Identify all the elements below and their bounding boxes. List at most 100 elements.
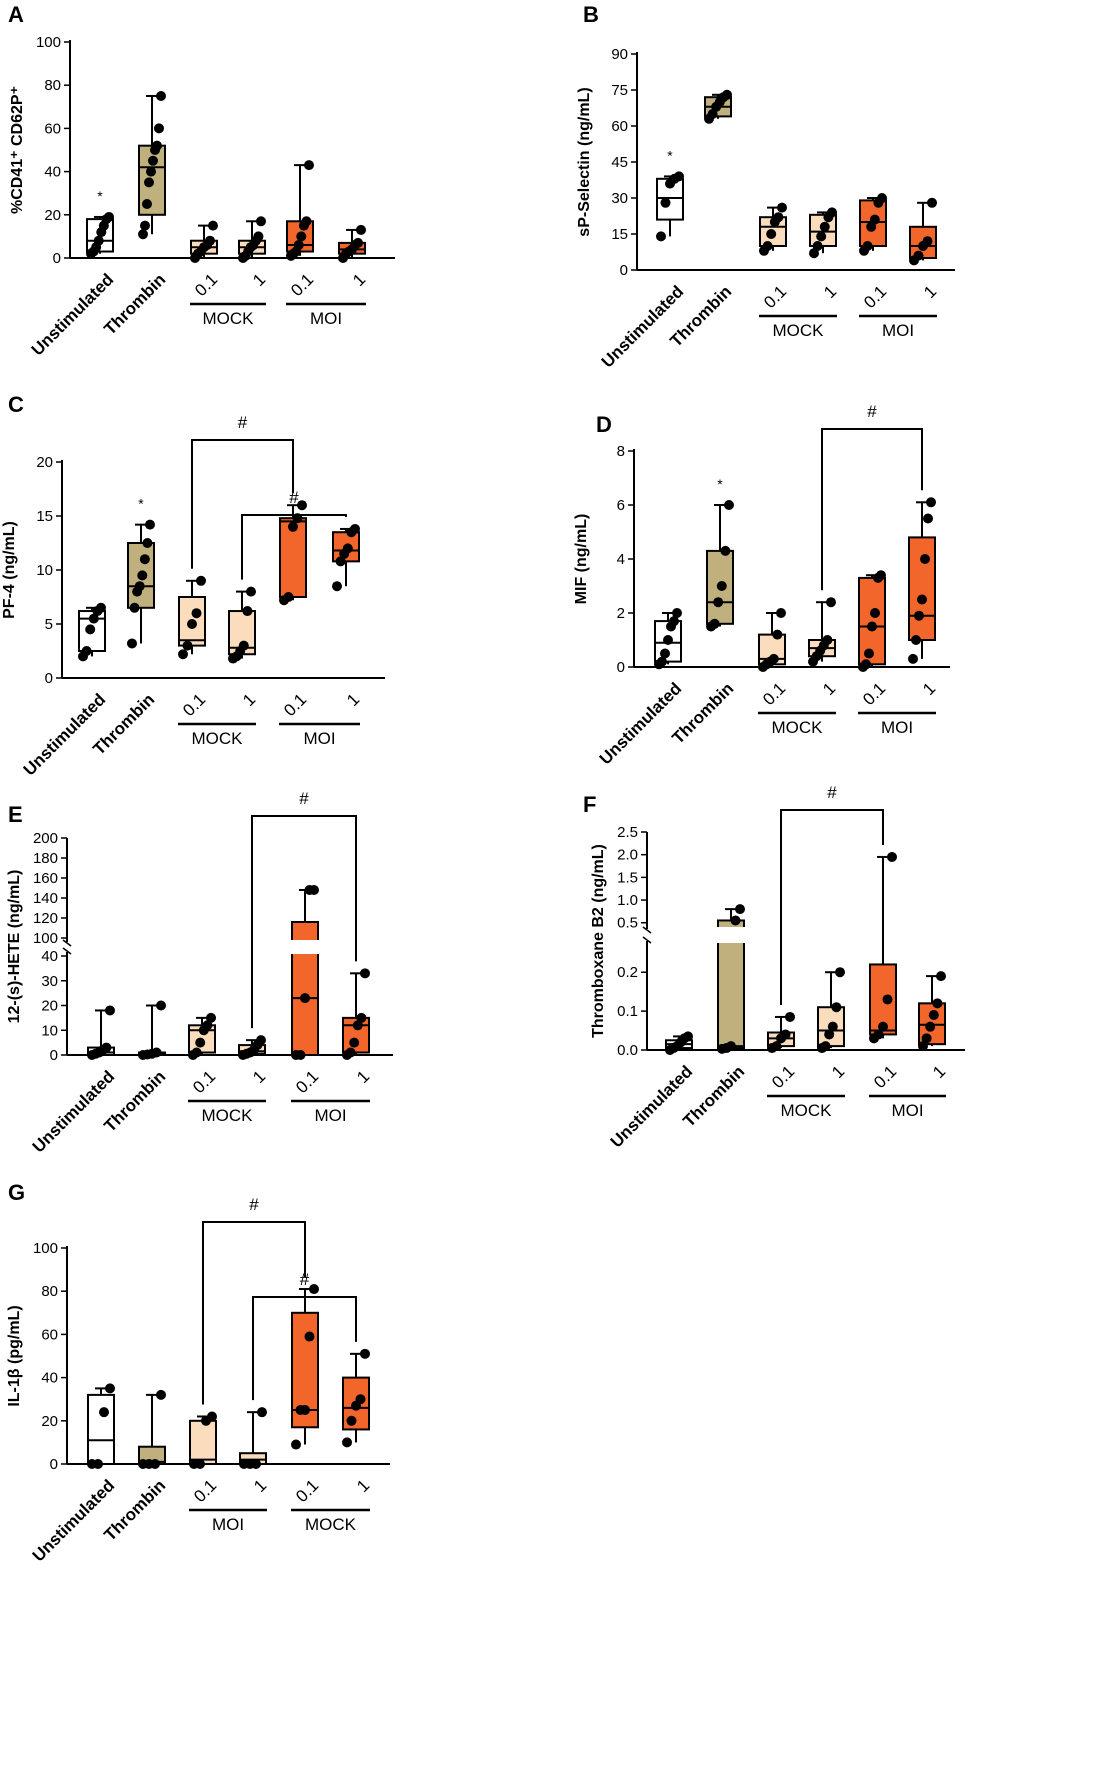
data-point [99, 1407, 109, 1418]
group-label: MOI [212, 1515, 244, 1534]
data-point [207, 1411, 217, 1422]
y-tick-label: 1.5 [617, 869, 638, 886]
bracket-line [191, 439, 294, 569]
data-point [683, 1031, 693, 1042]
data-point [342, 1437, 352, 1448]
data-point [927, 197, 937, 208]
y-tick-label: 90 [611, 46, 628, 63]
data-point [923, 513, 933, 524]
data-point [926, 497, 936, 508]
data-point [151, 1047, 162, 1058]
box-5 [290, 885, 320, 1060]
box-3 [178, 575, 206, 660]
y-tick-label: 140 [33, 890, 58, 907]
data-point [355, 1394, 366, 1405]
data-point [257, 1407, 267, 1418]
data-point [156, 1000, 166, 1011]
data-point [208, 220, 218, 231]
bracket-label: # [827, 783, 837, 802]
data-point [776, 608, 786, 618]
y-tick-label: 0 [50, 1456, 58, 1473]
x-category-label: 1 [349, 270, 369, 290]
y-tick-label: 20 [41, 1413, 58, 1430]
x-category-label: 1 [920, 282, 940, 302]
data-point [822, 635, 833, 645]
data-point [206, 1012, 216, 1023]
group-label: MOCK [202, 1106, 254, 1125]
bracket-line [252, 1296, 357, 1401]
data-point [911, 635, 921, 645]
data-point [154, 123, 164, 134]
data-point [824, 1029, 835, 1040]
x-category-label: Unstimulated [28, 270, 118, 360]
group-label: MOI [314, 1106, 346, 1125]
data-point [908, 653, 918, 664]
data-point [105, 1383, 115, 1394]
data-point [205, 235, 215, 246]
axis-break-mark [62, 947, 72, 955]
y-axis-title: 12-(s)-HETE (ng/mL) [6, 870, 23, 1024]
box-6 [338, 224, 366, 263]
data-point [191, 1047, 202, 1058]
data-point [722, 89, 732, 100]
data-point [864, 648, 874, 659]
y-axis-title: %CD41⁺ CD62P⁺ [9, 86, 26, 214]
panel-label-e: E [8, 802, 23, 827]
group-label: MOI [310, 309, 342, 328]
y-axis-title: Thromboxane B2 (ng/mL) [590, 844, 607, 1038]
data-point [356, 224, 366, 235]
y-tick-label: 45 [611, 154, 628, 171]
box-body [189, 1419, 217, 1466]
box-1 [87, 1005, 115, 1060]
y-tick-label: 0 [50, 1047, 58, 1064]
data-point [724, 500, 734, 510]
y-tick-label: 100 [33, 930, 58, 947]
data-point [295, 1050, 306, 1060]
data-point [196, 575, 206, 586]
data-point [238, 640, 249, 651]
bracket-label: # [300, 1270, 310, 1289]
data-point [144, 177, 154, 188]
y-tick-label: 0 [53, 250, 61, 267]
y-tick-label: 75 [611, 82, 628, 99]
data-point [663, 635, 673, 645]
box-2 [716, 904, 746, 1054]
x-category-label: 0.1 [768, 1062, 798, 1092]
data-point [353, 237, 363, 248]
box-6 [332, 523, 360, 592]
significance-bracket: # [202, 1195, 306, 1405]
box-4 [238, 1035, 266, 1060]
y-tick-label: 80 [41, 1283, 58, 1300]
group-label: MOCK [773, 321, 825, 340]
x-category-label: 1 [239, 690, 259, 710]
y-tick-label: 100 [36, 34, 61, 51]
data-point [139, 554, 150, 565]
y-tick-label: 4 [617, 551, 625, 568]
box-6 [342, 968, 370, 1060]
data-point [127, 638, 137, 649]
data-point [335, 556, 346, 567]
data-point [246, 586, 256, 597]
data-point [660, 648, 670, 659]
data-point [709, 618, 720, 629]
x-category-label: 0.1 [860, 282, 890, 312]
x-category-label: 0.1 [859, 679, 889, 709]
y-tick-label: 30 [611, 190, 628, 207]
panel-label-d: D [596, 412, 612, 437]
data-point [887, 851, 897, 862]
x-category-label: 0.1 [189, 1067, 219, 1097]
y-tick-label: 60 [41, 1326, 58, 1343]
data-point [137, 570, 148, 581]
y-axis-title: IL-1β (pg/mL) [6, 1305, 23, 1406]
data-point [300, 993, 310, 1004]
data-point [827, 1021, 838, 1032]
x-category-label: 1 [819, 679, 839, 699]
group-label: MOCK [772, 718, 824, 737]
data-point [835, 967, 845, 978]
x-category-label: 0.1 [292, 1476, 322, 1506]
data-point [138, 229, 148, 240]
box-2 [138, 1389, 166, 1469]
